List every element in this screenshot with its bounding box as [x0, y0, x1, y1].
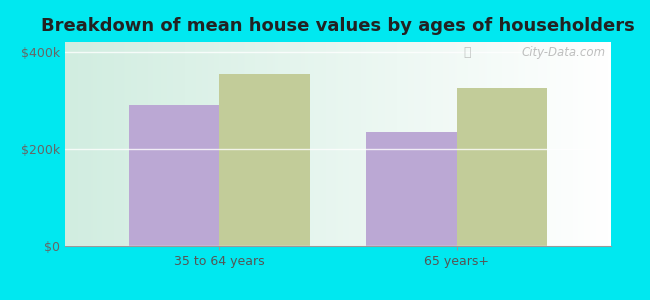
Bar	[219, 74, 309, 246]
Text: ⓘ: ⓘ	[463, 46, 471, 59]
Text: City-Data.com: City-Data.com	[521, 46, 606, 59]
Title: Breakdown of mean house values by ages of householders: Breakdown of mean house values by ages o…	[41, 17, 635, 35]
Bar	[129, 105, 219, 246]
Bar	[367, 132, 457, 246]
Bar	[457, 88, 547, 246]
